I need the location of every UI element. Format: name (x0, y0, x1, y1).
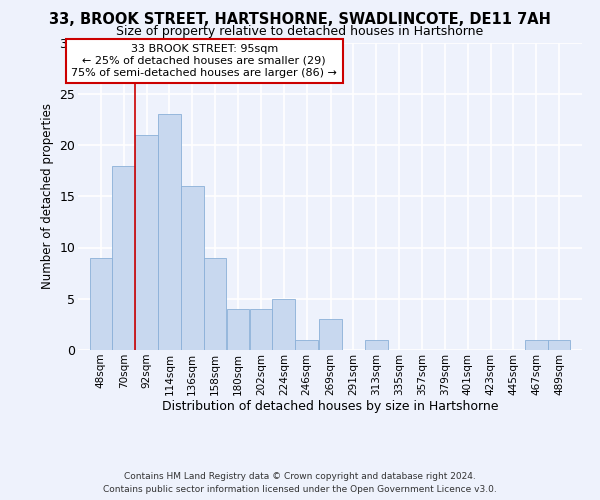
Text: 33, BROOK STREET, HARTSHORNE, SWADLINCOTE, DE11 7AH: 33, BROOK STREET, HARTSHORNE, SWADLINCOT… (49, 12, 551, 28)
Bar (227, 309, 250, 350)
Bar (89, 258, 112, 350)
Bar (181, 186, 203, 350)
Text: 33 BROOK STREET: 95sqm
← 25% of detached houses are smaller (29)
75% of semi-det: 33 BROOK STREET: 95sqm ← 25% of detached… (71, 44, 337, 78)
Bar (250, 309, 272, 350)
Bar (112, 166, 135, 350)
Y-axis label: Number of detached properties: Number of detached properties (41, 104, 54, 289)
Bar (525, 340, 548, 350)
Text: Contains HM Land Registry data © Crown copyright and database right 2024.
Contai: Contains HM Land Registry data © Crown c… (103, 472, 497, 494)
Bar (158, 114, 181, 350)
Bar (204, 258, 226, 350)
Bar (272, 298, 295, 350)
X-axis label: Distribution of detached houses by size in Hartshorne: Distribution of detached houses by size … (162, 400, 498, 413)
Bar (548, 340, 571, 350)
Bar (319, 319, 342, 350)
Bar (295, 340, 318, 350)
Text: Size of property relative to detached houses in Hartshorne: Size of property relative to detached ho… (116, 25, 484, 38)
Bar (365, 340, 388, 350)
Bar (136, 134, 158, 350)
